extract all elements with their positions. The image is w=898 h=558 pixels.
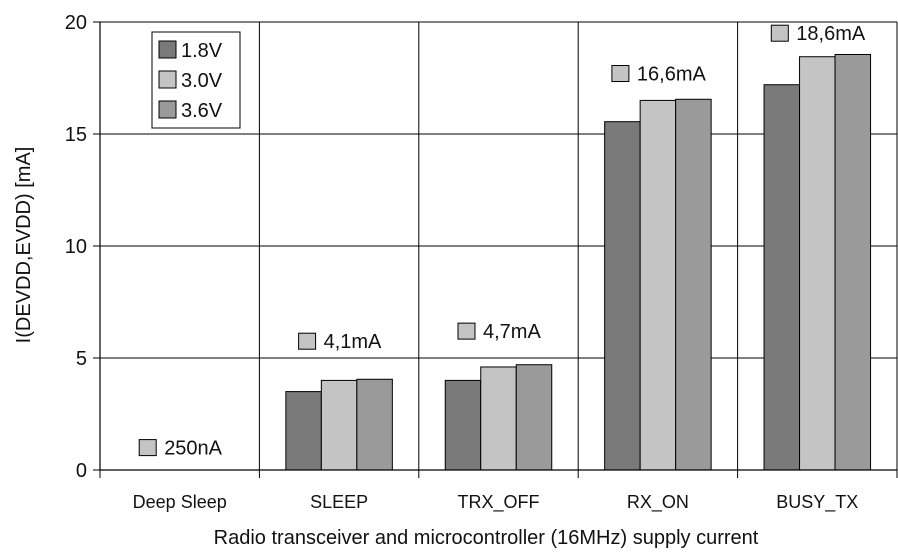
bar [444, 379, 482, 471]
bar [799, 56, 836, 471]
x-axis-title: Radio transceiver and microcontroller (1… [214, 527, 759, 549]
legend-label: 1.8V [181, 40, 223, 62]
legend-swatch [158, 70, 177, 89]
annotation-marker [770, 24, 789, 42]
annotation-marker [138, 439, 157, 457]
bar [639, 99, 677, 471]
legend: 1.8V 3.0V 3.6V [151, 31, 241, 129]
bar [356, 378, 393, 471]
y-axis-title: I(DEVDD,EVDD) [mA] [13, 147, 35, 344]
bar [763, 84, 801, 471]
y-tick-label: 10 [65, 236, 87, 258]
y-tick-label: 5 [76, 348, 87, 370]
legend-label: 3.6V [181, 100, 223, 122]
annotation-marker [298, 332, 317, 350]
annotation-label: 16,6mA [637, 64, 707, 86]
bars-layer [285, 53, 872, 471]
x-tick-label: RX_ON [627, 492, 689, 513]
bar [834, 53, 872, 471]
y-tick-label: 0 [76, 460, 87, 482]
bar [285, 391, 322, 471]
annotation-marker [611, 65, 630, 83]
bar [320, 379, 358, 471]
x-tick-label: Deep Sleep [133, 492, 227, 512]
x-tick-label: BUSY_TX [776, 492, 858, 513]
annotation-label: 4,7mA [483, 321, 541, 343]
annotation-marker [457, 322, 476, 340]
annotation-label: 250nA [164, 438, 222, 460]
annotation-label: 18,6mA [796, 23, 866, 45]
y-tick-label: 15 [65, 124, 87, 146]
legend-swatch [158, 40, 177, 59]
x-tick-label: SLEEP [310, 492, 368, 512]
bar [675, 98, 712, 471]
legend-swatch [158, 100, 177, 119]
legend-label: 3.0V [181, 70, 223, 92]
labels-layer: 0 5 10 15 20 Deep Sleep SLEEP TRX_OFF RX_ON BUSY_… [65, 12, 859, 513]
axes-layer [93, 21, 898, 478]
bar [604, 121, 641, 471]
x-tick-label: TRX_OFF [457, 492, 539, 513]
bar [515, 364, 553, 471]
annotations-layer: 250nA 4,1mA 4,7mA 16,6mA 18,6mA [138, 23, 866, 460]
annotation-label: 4,1mA [324, 331, 382, 353]
bar [480, 366, 517, 471]
grid-layer [100, 21, 898, 470]
y-tick-label: 20 [65, 12, 87, 34]
